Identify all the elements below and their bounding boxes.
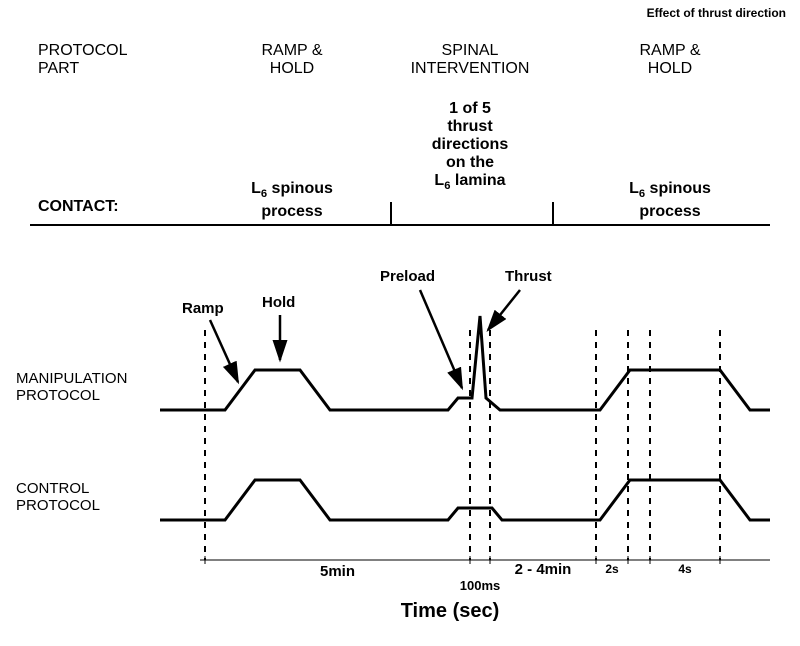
time-100ms: 100ms: [448, 578, 512, 593]
hold-text: Hold: [262, 294, 295, 311]
time-24min: 2 - 4min: [490, 561, 596, 578]
thrust-text: Thrust: [505, 268, 552, 285]
control-trace: [160, 480, 770, 520]
thrust-arrow: [488, 290, 520, 330]
ramp-text: Ramp: [182, 300, 224, 317]
preload-arrow: [420, 290, 462, 388]
ramp-arrow: [210, 320, 238, 382]
preload-text: Preload: [380, 268, 435, 285]
trace-svg: [0, 0, 800, 646]
figure-root: Effect of thrust direction PROTOCOLPART …: [0, 0, 800, 646]
time-4s: 4s: [650, 562, 720, 576]
time-2s: 2s: [596, 562, 628, 576]
xlabel: Time (sec): [300, 600, 600, 623]
manip-trace: [160, 316, 770, 410]
time-5min: 5min: [205, 563, 470, 580]
